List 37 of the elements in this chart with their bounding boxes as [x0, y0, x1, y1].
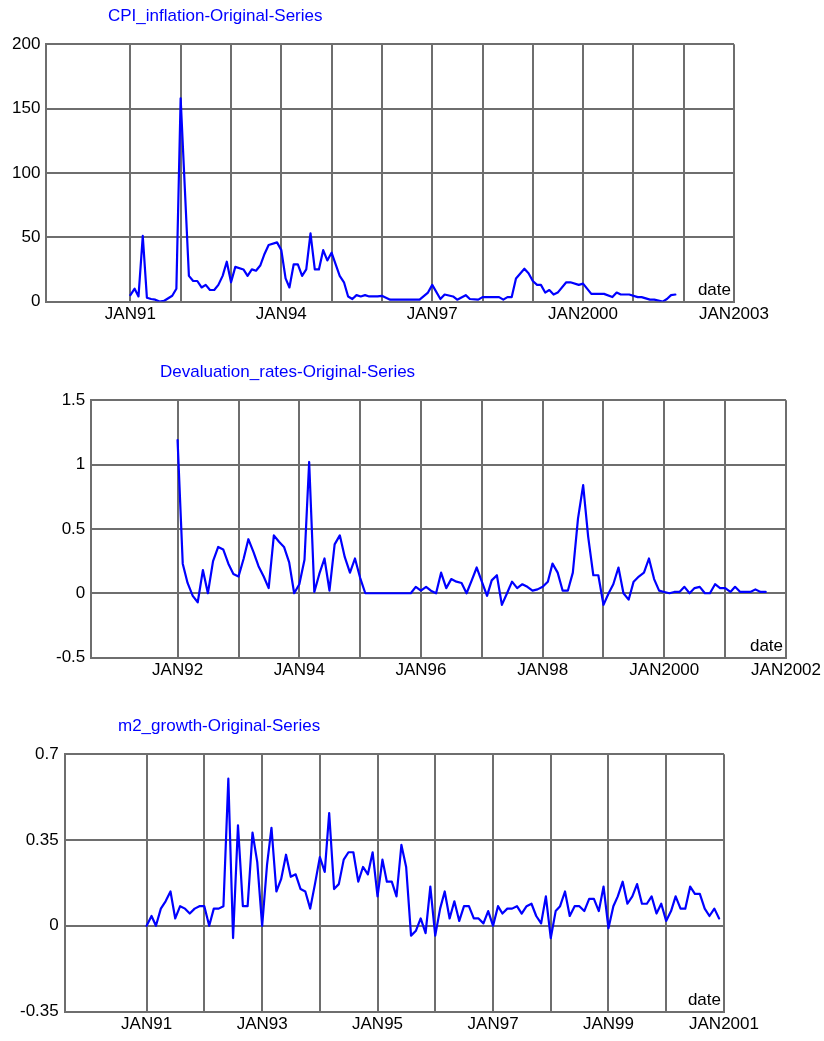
- y-tick-label: 150: [11, 98, 41, 118]
- x-axis-title: date: [687, 989, 721, 1009]
- chart-title: m2_growth-Original-Series: [117, 715, 322, 737]
- x-tick-label: JAN96: [395, 660, 447, 680]
- x-tick-label: JAN97: [467, 1014, 519, 1034]
- x-tick-label: JAN95: [352, 1014, 404, 1034]
- x-tick-label: JAN2000: [629, 660, 700, 680]
- y-tick-label: 0.5: [61, 518, 86, 538]
- x-tick-label: JAN93: [236, 1014, 288, 1034]
- x-axis-title: date: [749, 635, 784, 655]
- y-tick-label: 1.5: [61, 389, 86, 409]
- x-tick-label: JAN99: [582, 1014, 634, 1034]
- y-tick-label: 50: [21, 226, 41, 246]
- y-tick-label: -0.5: [56, 647, 86, 667]
- y-tick-label: 0: [75, 582, 86, 602]
- y-tick-label: 1: [75, 454, 86, 474]
- x-tick-label: JAN2002: [751, 660, 821, 680]
- chart-title: Devaluation_rates-Original-Series: [159, 361, 417, 383]
- y-tick-label: 100: [11, 162, 41, 182]
- chart-title: CPI_inflation-Original-Series: [107, 5, 324, 27]
- x-axis-title: date: [697, 279, 731, 299]
- x-tick-label: JAN98: [517, 660, 569, 680]
- y-tick-label: 0: [49, 915, 59, 935]
- x-tick-label: JAN91: [104, 304, 156, 324]
- y-tick-label: 200: [11, 33, 41, 53]
- x-tick-label: JAN2003: [699, 304, 769, 324]
- x-tick-label: JAN94: [273, 660, 325, 680]
- y-tick-label: 0.35: [25, 829, 59, 849]
- x-tick-label: JAN94: [255, 304, 307, 324]
- y-tick-label: 0.7: [35, 743, 59, 763]
- x-tick-label: JAN91: [121, 1014, 173, 1034]
- x-tick-label: JAN2000: [548, 304, 619, 324]
- x-tick-label: JAN97: [406, 304, 458, 324]
- x-tick-label: JAN92: [152, 660, 204, 680]
- x-tick-label: JAN2001: [689, 1014, 759, 1034]
- y-tick-label: -0.35: [20, 1001, 59, 1021]
- y-tick-label: 0: [30, 291, 41, 311]
